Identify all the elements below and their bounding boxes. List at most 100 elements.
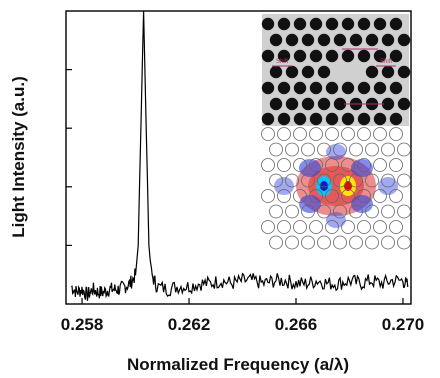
inset-hole-outline xyxy=(349,142,363,157)
inset-hole xyxy=(341,112,355,126)
inset-hole xyxy=(381,97,395,111)
inset-bottom-holes xyxy=(261,127,411,250)
inset-hole-outline xyxy=(333,235,347,250)
x-axis-title: Normalized Frequency (a/λ) xyxy=(127,355,349,374)
inset-hole-outline xyxy=(285,142,299,157)
inset-hole xyxy=(301,33,315,47)
inset-hole xyxy=(349,33,363,47)
inset-hole xyxy=(373,17,387,31)
inset-hole xyxy=(293,49,307,63)
series-line-0 xyxy=(71,10,409,301)
inset-hole xyxy=(341,17,355,31)
inset-hole-outline xyxy=(285,173,299,188)
inset-shift-label: Shift xyxy=(380,59,392,65)
inset-hole-outline xyxy=(381,235,395,250)
inset-hole-outline xyxy=(317,173,331,188)
inset-shift-label: Shift xyxy=(276,59,288,65)
inset-hole-outline xyxy=(261,220,275,234)
inset-hole xyxy=(309,49,323,63)
inset-hole-outline xyxy=(397,235,411,250)
inset-hole-outline xyxy=(301,204,315,219)
inset-hole-outline xyxy=(325,127,339,141)
inset-field-lobe xyxy=(378,177,398,195)
inset-hole-outline xyxy=(365,142,379,157)
inset-hole xyxy=(261,112,275,126)
inset-hole-outline xyxy=(317,142,331,157)
inset-hole-outline xyxy=(381,173,395,188)
inset-field-lobe xyxy=(320,181,328,191)
inset-hole-outline xyxy=(269,204,283,219)
inset-hole xyxy=(317,97,331,111)
y-axis-title: Light Intensity (a.u.) xyxy=(9,76,28,238)
inset-hole xyxy=(357,17,371,31)
inset-hole-outline xyxy=(365,204,379,219)
inset-field-lobe xyxy=(326,144,346,160)
inset-hole-outline xyxy=(341,158,355,172)
inset-hole-outline xyxy=(333,142,347,157)
inset-hole-outline xyxy=(309,220,323,234)
inset-hole-outline xyxy=(301,173,315,188)
inset-hole-outline xyxy=(309,158,323,172)
inset-hole xyxy=(341,49,355,63)
inset-hole xyxy=(317,65,331,79)
inset-hole-outline xyxy=(381,142,395,157)
inset-hole-outline xyxy=(365,235,379,250)
x-ticks xyxy=(81,298,404,304)
inset-hole xyxy=(333,33,347,47)
inset-hole-outline xyxy=(365,173,379,188)
x-tick-label-0: 0.258 xyxy=(61,315,104,334)
inset-hole xyxy=(285,65,299,79)
inset-hole-outline xyxy=(293,189,307,203)
x-tick-label-1: 0.262 xyxy=(168,315,211,334)
inset-hole-outline xyxy=(309,127,323,141)
inset-hole xyxy=(389,81,403,95)
inset-hole-outline xyxy=(389,189,403,203)
inset-hole xyxy=(293,17,307,31)
inset-field-lobe xyxy=(299,195,321,213)
inset-hole xyxy=(397,97,411,111)
inset-hole xyxy=(269,97,283,111)
inset-hole xyxy=(277,112,291,126)
inset-hole-outline xyxy=(317,204,331,219)
inset-hole-outline xyxy=(341,127,355,141)
inset-hole xyxy=(309,81,323,95)
inset-hole-outline xyxy=(301,235,315,250)
inset-hole-outline xyxy=(269,235,283,250)
inset-hole xyxy=(397,65,411,79)
inset-hole-outline xyxy=(269,142,283,157)
inset-hole-outline xyxy=(341,189,355,203)
inset-hole xyxy=(365,65,379,79)
inset-hole xyxy=(285,97,299,111)
inset-hole xyxy=(381,33,395,47)
inset-hole-outline xyxy=(381,204,395,219)
y-ticks xyxy=(66,68,72,246)
inset-hole-outline xyxy=(389,127,403,141)
inset-hole-outline xyxy=(349,235,363,250)
inset-hole-outline xyxy=(277,158,291,172)
inset-hole-outline xyxy=(373,189,387,203)
inset-hole-outline xyxy=(357,189,371,203)
inset-hole xyxy=(389,112,403,126)
inset-field-lobe xyxy=(351,159,373,177)
inset-hole-outline xyxy=(341,220,355,234)
inset-hole xyxy=(293,81,307,95)
inset-hole-outline xyxy=(277,127,291,141)
inset-hole xyxy=(317,33,331,47)
inset-hole xyxy=(333,97,347,111)
inset-hole-outline xyxy=(397,142,411,157)
inset-hole-outline xyxy=(349,173,363,188)
inset-hole-outline xyxy=(293,127,307,141)
plot-frame-group xyxy=(65,10,412,305)
inset-hole xyxy=(261,49,275,63)
inset-hole-outline xyxy=(277,189,291,203)
inset-hole-outline xyxy=(389,220,403,234)
inset-hole-outline xyxy=(309,189,323,203)
inset-field-lobe xyxy=(351,195,373,213)
inset-hole xyxy=(381,65,395,79)
inset-hole-outline xyxy=(349,204,363,219)
inset-hole xyxy=(357,81,371,95)
inset-hole xyxy=(357,49,371,63)
inset-field-lobe xyxy=(274,177,294,195)
inset-hole xyxy=(389,49,403,63)
inset-hole xyxy=(373,81,387,95)
